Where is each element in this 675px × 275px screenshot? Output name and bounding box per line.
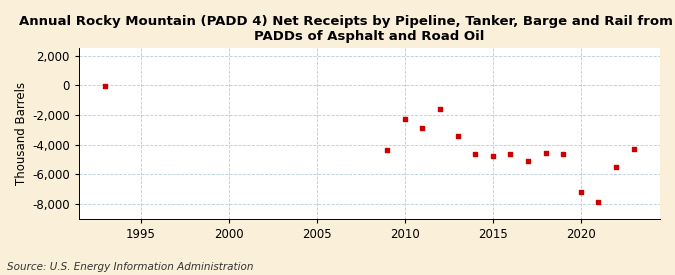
Text: Source: U.S. Energy Information Administration: Source: U.S. Energy Information Administ… xyxy=(7,262,253,272)
Title: Annual Rocky Mountain (PADD 4) Net Receipts by Pipeline, Tanker, Barge and Rail : Annual Rocky Mountain (PADD 4) Net Recei… xyxy=(19,15,675,43)
Point xyxy=(522,159,533,163)
Point xyxy=(593,200,603,205)
Point xyxy=(381,148,392,152)
Point xyxy=(452,134,463,138)
Point xyxy=(540,151,551,155)
Point xyxy=(400,117,410,121)
Point xyxy=(487,153,498,158)
Point xyxy=(470,151,481,156)
Point xyxy=(417,126,428,131)
Point xyxy=(558,151,568,156)
Point xyxy=(505,151,516,156)
Point xyxy=(435,107,446,111)
Y-axis label: Thousand Barrels: Thousand Barrels xyxy=(15,82,28,185)
Point xyxy=(100,84,111,88)
Point xyxy=(628,147,639,151)
Point xyxy=(611,165,622,169)
Point xyxy=(575,190,586,194)
